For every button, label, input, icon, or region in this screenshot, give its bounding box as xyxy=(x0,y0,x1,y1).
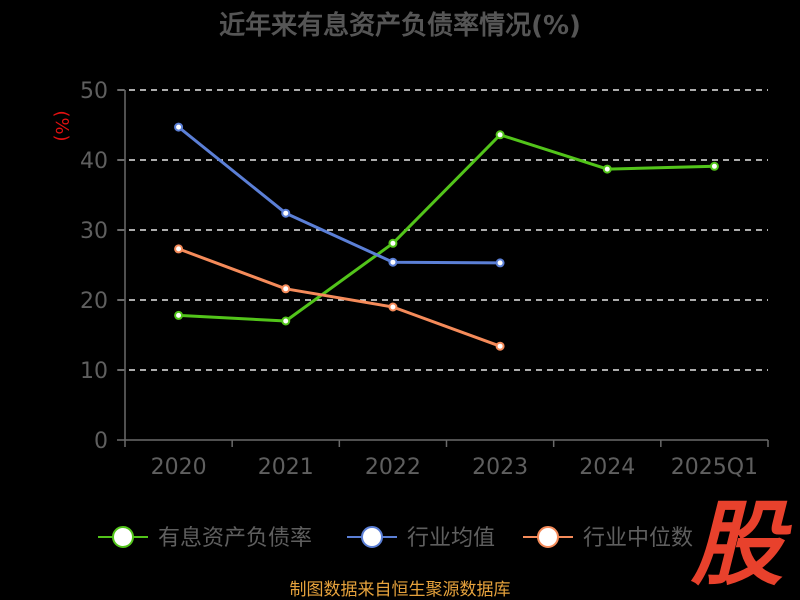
data-point xyxy=(388,238,398,248)
x-tick-label: 2025Q1 xyxy=(671,455,758,480)
data-point xyxy=(174,244,184,254)
legend-item: 行业中位数 xyxy=(523,526,693,551)
series-0 xyxy=(174,130,719,326)
series-1 xyxy=(174,122,505,268)
legend-item: 有息资产负债率 xyxy=(98,526,312,551)
grid-lines xyxy=(118,89,768,371)
series-line xyxy=(177,125,501,265)
legend-marker xyxy=(537,526,559,548)
data-point xyxy=(495,341,505,351)
series-group xyxy=(174,122,719,351)
data-point xyxy=(281,316,291,326)
brand-logo: 股 xyxy=(690,491,792,598)
legend-marker xyxy=(361,526,383,548)
series-line xyxy=(178,247,501,348)
legend-item: 行业均值 xyxy=(347,526,495,551)
legend-marker xyxy=(112,526,134,548)
y-tick-label: 0 xyxy=(94,429,108,454)
data-point xyxy=(709,161,719,171)
data-point xyxy=(495,130,505,140)
y-axis-label: (%) xyxy=(51,110,72,141)
data-point xyxy=(281,284,291,294)
data-point xyxy=(174,122,184,132)
y-tick-label: 20 xyxy=(80,289,108,314)
y-tick-label: 30 xyxy=(80,219,108,244)
y-tick-label: 50 xyxy=(80,79,108,104)
legend: 有息资产负债率 行业均值 行业中位数 xyxy=(98,526,693,551)
x-tick-label: 2023 xyxy=(472,455,528,480)
data-point xyxy=(495,258,505,268)
series-line xyxy=(178,133,715,323)
x-tick-label: 2022 xyxy=(365,455,421,480)
legend-label: 有息资产负债率 xyxy=(158,526,312,551)
data-point xyxy=(388,302,398,312)
x-tick-label: 2020 xyxy=(151,455,207,480)
series-2 xyxy=(174,244,505,351)
chart-title: 近年来有息资产负债率情况(%) xyxy=(219,10,581,41)
y-tick-label: 10 xyxy=(80,359,108,384)
data-point xyxy=(281,208,291,218)
data-point xyxy=(388,257,398,267)
axes: 0 10 20 30 40 50 2020 2021 2022 2023 2024 2025Q1 xyxy=(80,79,769,480)
data-point xyxy=(602,164,612,174)
x-tick-label: 2024 xyxy=(579,455,635,480)
y-tick-label: 40 xyxy=(80,149,108,174)
legend-label: 行业中位数 xyxy=(583,526,693,551)
data-point xyxy=(174,310,184,320)
legend-label: 行业均值 xyxy=(407,526,495,551)
source-footer: 制图数据来自恒生聚源数据库 xyxy=(290,580,511,600)
x-tick-label: 2021 xyxy=(258,455,314,480)
